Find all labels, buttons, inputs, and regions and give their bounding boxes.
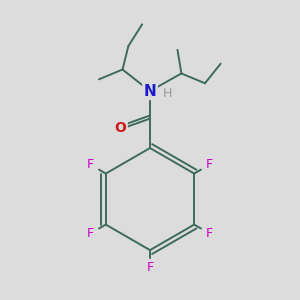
Text: N: N xyxy=(144,84,156,99)
Text: F: F xyxy=(206,227,213,240)
Text: H: H xyxy=(163,87,172,100)
Text: F: F xyxy=(206,158,213,171)
Text: O: O xyxy=(115,122,127,135)
Text: F: F xyxy=(146,261,154,274)
Text: F: F xyxy=(87,158,94,171)
Text: F: F xyxy=(87,227,94,240)
